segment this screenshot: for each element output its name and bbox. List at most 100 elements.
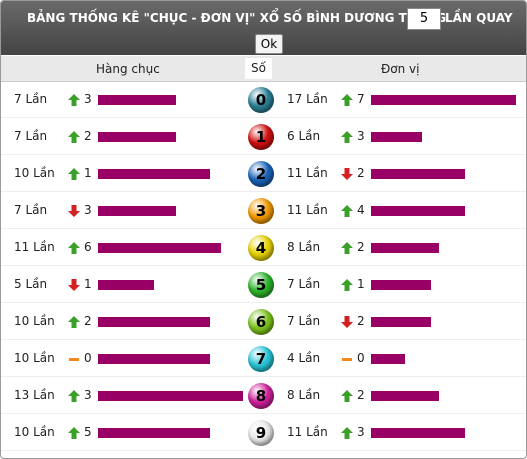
bar bbox=[98, 427, 210, 438]
header: BẢNG THỐNG KÊ "CHỤC - ĐƠN VỊ" XỔ SỐ BÌNH… bbox=[1, 1, 526, 55]
change: 3 bbox=[84, 91, 92, 106]
count-label: 8 Lần bbox=[287, 239, 321, 254]
change: 4 bbox=[357, 202, 365, 217]
trend-icon bbox=[68, 130, 80, 143]
count-label: 11 Lần bbox=[14, 239, 55, 254]
trend-icon bbox=[68, 204, 80, 217]
change: 3 bbox=[84, 202, 92, 217]
trend-icon bbox=[68, 389, 80, 402]
ball: 8 bbox=[248, 382, 274, 409]
title: BẢNG THỐNG KÊ "CHỤC - ĐƠN VỊ" XỔ SỐ BÌNH… bbox=[27, 11, 447, 25]
count-label: 10 Lần bbox=[14, 165, 55, 180]
count-label: 7 Lần bbox=[14, 202, 48, 217]
change: 0 bbox=[84, 350, 92, 365]
bar bbox=[98, 168, 210, 179]
trend-icon bbox=[68, 167, 80, 180]
ball: 5 bbox=[248, 271, 274, 298]
bar bbox=[98, 353, 210, 364]
change: 1 bbox=[84, 276, 92, 291]
count-label: 17 Lần bbox=[287, 91, 328, 106]
count-label: 10 Lần bbox=[14, 313, 55, 328]
count-label: 11 Lần bbox=[287, 202, 328, 217]
bar bbox=[98, 316, 210, 327]
count-label: 8 Lần bbox=[287, 387, 321, 402]
count-label: 10 Lần bbox=[14, 424, 55, 439]
change: 5 bbox=[84, 424, 92, 439]
bar bbox=[371, 353, 406, 364]
count-label: 13 Lần bbox=[14, 387, 55, 402]
bar bbox=[98, 279, 154, 290]
bar bbox=[371, 279, 431, 290]
change: 1 bbox=[357, 276, 365, 291]
row-sep bbox=[1, 302, 526, 303]
ball: 9 bbox=[248, 419, 274, 446]
change: 2 bbox=[84, 128, 92, 143]
change: 1 bbox=[84, 165, 92, 180]
change: 3 bbox=[357, 424, 365, 439]
bar bbox=[371, 427, 465, 438]
change: 3 bbox=[357, 128, 365, 143]
trend-icon bbox=[68, 278, 80, 291]
bar bbox=[98, 131, 177, 142]
trend-icon bbox=[68, 353, 80, 365]
count-label: 10 Lần bbox=[14, 350, 55, 365]
row-sep bbox=[1, 228, 526, 229]
count-label: 11 Lần bbox=[287, 165, 328, 180]
count-label: 7 Lần bbox=[287, 313, 321, 328]
ok-button[interactable]: Ok bbox=[255, 34, 283, 54]
count-label: 6 Lần bbox=[287, 128, 321, 143]
trend-icon bbox=[68, 426, 80, 439]
trend-icon bbox=[68, 241, 80, 254]
row-sep bbox=[1, 265, 526, 266]
trend-icon bbox=[341, 278, 353, 291]
ball: 1 bbox=[248, 123, 274, 150]
row-sep bbox=[1, 450, 526, 451]
col-units: Đơn vị bbox=[381, 62, 420, 76]
change: 3 bbox=[84, 387, 92, 402]
ball: 2 bbox=[248, 160, 274, 187]
trend-icon bbox=[68, 93, 80, 106]
count-label: 11 Lần bbox=[287, 424, 328, 439]
row-sep bbox=[1, 376, 526, 377]
row-sep bbox=[1, 191, 526, 192]
trend-icon bbox=[341, 93, 353, 106]
change: 0 bbox=[357, 350, 365, 365]
trend-icon bbox=[341, 204, 353, 217]
bar bbox=[371, 316, 431, 327]
trend-icon bbox=[68, 315, 80, 328]
trend-icon bbox=[341, 315, 353, 328]
change: 2 bbox=[357, 239, 365, 254]
trend-icon bbox=[341, 167, 353, 180]
count-label: 7 Lần bbox=[14, 91, 48, 106]
trend-icon bbox=[341, 241, 353, 254]
title-suffix: LẦN QUAY bbox=[445, 11, 513, 25]
change: 2 bbox=[84, 313, 92, 328]
bar bbox=[98, 390, 243, 401]
bar bbox=[371, 94, 516, 105]
trend-icon bbox=[341, 130, 353, 143]
bar bbox=[98, 242, 221, 253]
ball: 3 bbox=[248, 197, 274, 224]
bar bbox=[371, 205, 465, 216]
ball: 7 bbox=[248, 345, 274, 372]
trend-icon bbox=[341, 389, 353, 402]
bar bbox=[98, 205, 177, 216]
ball: 4 bbox=[248, 234, 274, 261]
row-sep bbox=[1, 339, 526, 340]
count-label: 7 Lần bbox=[287, 276, 321, 291]
col-digit: Số bbox=[245, 58, 272, 79]
trend-icon bbox=[341, 353, 353, 365]
count-label: 5 Lần bbox=[14, 276, 48, 291]
bar bbox=[98, 94, 177, 105]
bar bbox=[371, 168, 465, 179]
column-header: Hàng chục Số Đơn vị bbox=[1, 56, 526, 82]
draw-count-input[interactable]: 5 bbox=[407, 8, 441, 30]
bar bbox=[371, 390, 440, 401]
row-sep bbox=[1, 413, 526, 414]
row-sep bbox=[1, 154, 526, 155]
ball: 6 bbox=[248, 308, 274, 335]
row-sep bbox=[1, 117, 526, 118]
change: 7 bbox=[357, 91, 365, 106]
bar bbox=[371, 242, 440, 253]
